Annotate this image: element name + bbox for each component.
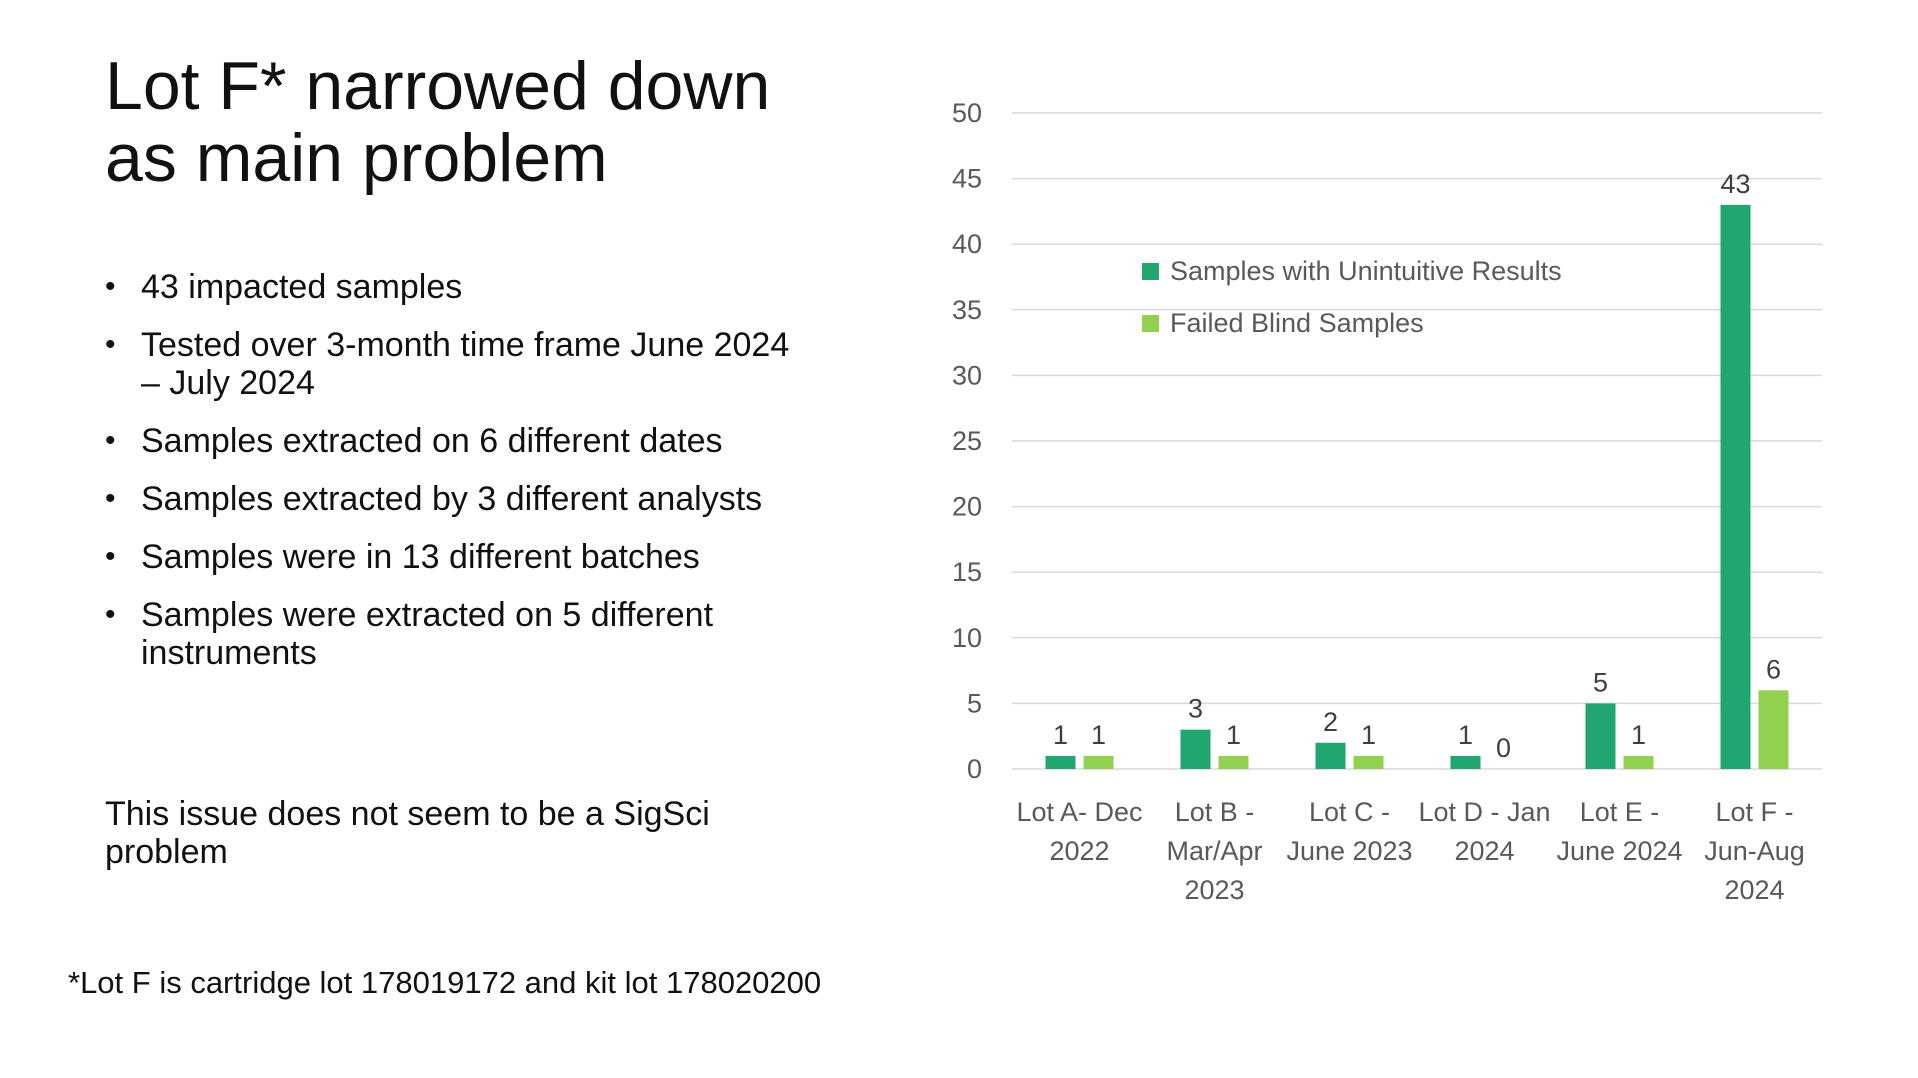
bullet-item: • Samples extracted by 3 different analys… [105, 480, 795, 518]
x-tick-label: Lot B - [1175, 797, 1255, 827]
data-label: 43 [1720, 169, 1750, 199]
y-tick-label: 0 [967, 754, 982, 784]
x-tick-label: 2022 [1049, 836, 1109, 866]
data-label: 0 [1496, 733, 1511, 763]
data-label: 1 [1226, 720, 1241, 750]
bar [1083, 755, 1114, 769]
x-tick-label: Lot A- Dec [1016, 797, 1142, 827]
y-tick-label: 15 [952, 557, 982, 587]
bullet-dot-icon: • [105, 424, 116, 457]
y-tick-label: 35 [952, 295, 982, 325]
x-tick-label: Lot D - Jan [1418, 797, 1550, 827]
bar [1585, 703, 1616, 769]
bullet-text: Tested over 3-month time frame June 2024… [141, 326, 790, 402]
bullet-text: 43 impacted samples [141, 268, 463, 306]
bullet-dot-icon: • [105, 482, 116, 515]
bullet-dot-icon: • [105, 540, 116, 573]
y-tick-label: 45 [952, 164, 982, 194]
legend-swatch [1142, 263, 1159, 280]
bar [1180, 729, 1211, 769]
bullet-item: • Tested over 3-month time frame June 202… [105, 326, 795, 402]
bullet-item: • Samples extracted on 6 different dates [105, 422, 795, 460]
y-tick-label: 20 [952, 492, 982, 522]
bar [1720, 204, 1751, 770]
data-label: 1 [1361, 720, 1376, 750]
slide-note: This issue does not seem to be a SigSci … [105, 795, 710, 871]
x-tick-label: Lot F - [1715, 797, 1793, 827]
x-tick-label: June 2023 [1286, 836, 1412, 866]
data-label: 1 [1631, 720, 1646, 750]
slide-title: Lot F* narrowed down as main problem [105, 48, 771, 196]
x-tick-label: 2024 [1724, 875, 1784, 905]
x-tick-label: June 2024 [1556, 836, 1682, 866]
bullet-text: Samples extracted by 3 different analyst… [141, 480, 763, 518]
slide-footnote: *Lot F is cartridge lot 178019172 and ki… [68, 965, 822, 1000]
bullet-item: • Samples were extracted on 5 different i… [105, 596, 795, 672]
data-label: 6 [1766, 654, 1781, 684]
data-label: 5 [1593, 667, 1608, 697]
y-tick-label: 30 [952, 360, 982, 390]
data-label: 3 [1188, 694, 1203, 724]
bullet-item: • Samples were in 13 different batches [105, 538, 795, 576]
bar [1045, 755, 1076, 769]
bullet-dot-icon: • [105, 328, 116, 361]
bar [1218, 755, 1249, 769]
bullet-item: • 43 impacted samples [105, 268, 795, 306]
x-tick-label: Lot E - [1580, 797, 1660, 827]
bullet-dot-icon: • [105, 598, 116, 631]
bullet-text: Samples extracted on 6 different dates [141, 422, 723, 460]
bar [1315, 742, 1346, 769]
bullet-text: Samples were extracted on 5 different in… [141, 596, 714, 672]
y-tick-label: 50 [952, 98, 982, 128]
bullet-list: • 43 impacted samples • Tested over 3-mont… [105, 268, 795, 692]
y-tick-label: 40 [952, 229, 982, 259]
legend-swatch [1142, 315, 1159, 332]
data-label: 1 [1053, 720, 1068, 750]
data-label: 1 [1091, 720, 1106, 750]
y-tick-label: 25 [952, 426, 982, 456]
data-label: 1 [1458, 720, 1473, 750]
data-label: 2 [1323, 707, 1338, 737]
x-tick-label: 2024 [1454, 836, 1514, 866]
bullet-text: Samples were in 13 different batches [141, 538, 700, 576]
bullet-dot-icon: • [105, 270, 116, 303]
legend-label: Failed Blind Samples [1170, 308, 1424, 338]
legend-label: Samples with Unintuitive Results [1170, 256, 1562, 286]
y-tick-label: 5 [967, 688, 982, 718]
bar [1450, 755, 1481, 769]
x-tick-label: Jun-Aug [1704, 836, 1805, 866]
x-tick-label: 2023 [1184, 875, 1244, 905]
x-tick-label: Lot C - [1309, 797, 1390, 827]
x-tick-label: Mar/Apr [1166, 836, 1262, 866]
y-tick-label: 10 [952, 623, 982, 653]
bar [1623, 755, 1654, 769]
bar [1758, 690, 1789, 769]
bar [1353, 755, 1384, 769]
